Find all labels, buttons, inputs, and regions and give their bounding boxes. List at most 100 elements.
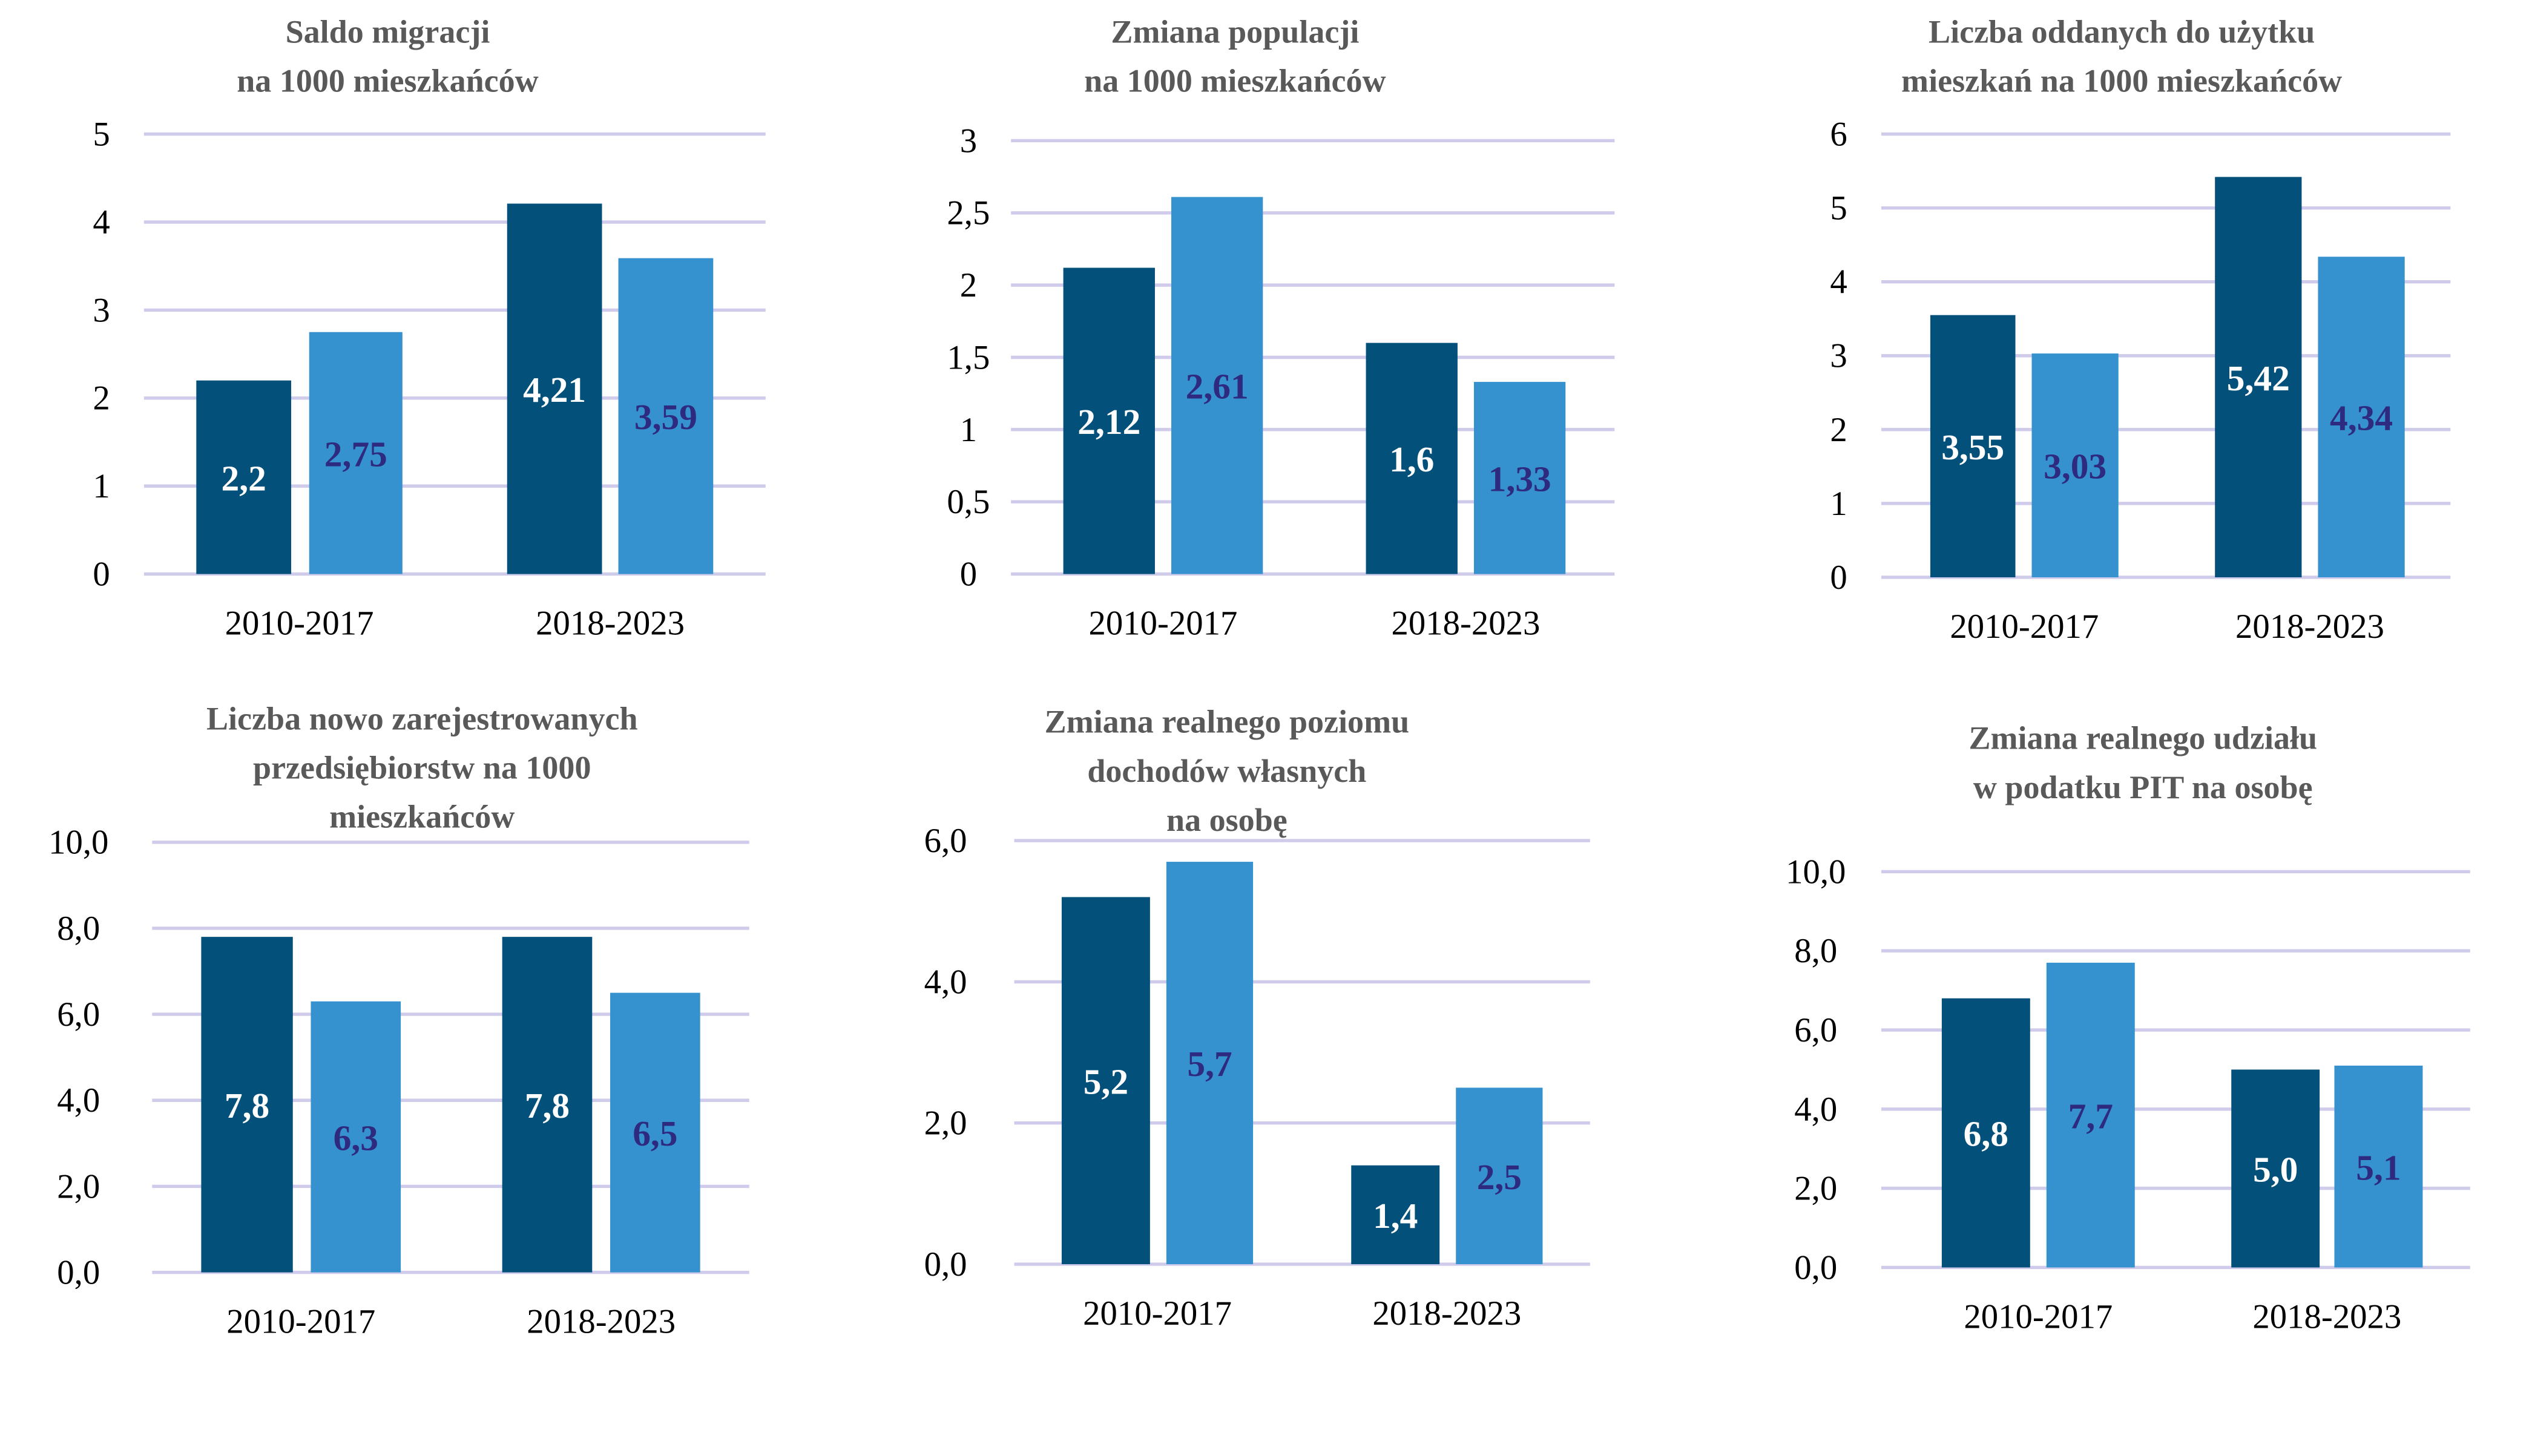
y-tick-label: 0 <box>960 555 977 593</box>
x-tick-label: 2018-2023 <box>1372 1294 1521 1333</box>
data-label: 2,61 <box>1186 367 1249 407</box>
data-label: 4,34 <box>2330 398 2393 438</box>
data-label: 3,55 <box>1941 427 2004 467</box>
y-tick-label: 1 <box>1830 485 1847 523</box>
chart-title: Zmiana realnego udziału w podatku PIT na… <box>1968 721 2318 807</box>
y-tick-label: 2 <box>93 379 110 418</box>
bar <box>507 203 602 574</box>
bar <box>2334 1065 2423 1268</box>
bar <box>610 992 700 1273</box>
y-tick-label: 5 <box>1830 189 1847 228</box>
bar <box>311 1001 401 1273</box>
x-tick-label: 2018-2023 <box>1391 605 1540 643</box>
x-tick-label: 2010-2017 <box>1083 1294 1232 1333</box>
y-tick-label: 2 <box>1830 411 1847 449</box>
data-label: 5,1 <box>2356 1147 2401 1187</box>
data-label: 7,8 <box>225 1086 269 1126</box>
y-tick-label: 10,0 <box>1786 853 1846 891</box>
data-label: 5,7 <box>1187 1044 1232 1084</box>
chart-title: Liczba nowo zarejestrowanych przedsiębio… <box>206 701 638 836</box>
bar <box>1351 1165 1440 1265</box>
data-label: 1,33 <box>1488 459 1551 499</box>
x-tick-label: 2010-2017 <box>1089 605 1238 643</box>
bar <box>2031 353 2119 577</box>
y-tick-label: 0 <box>1830 559 1847 597</box>
data-label: 3,03 <box>2044 447 2106 487</box>
y-tick-label: 2 <box>960 266 977 304</box>
bar <box>1941 998 2030 1268</box>
chart-title: Zmiana realnego poziomu dochodów własnyc… <box>1044 704 1410 839</box>
y-tick-label: 10,0 <box>48 824 108 862</box>
y-tick-label: 6,0 <box>1794 1011 1837 1049</box>
y-tick-label: 0,0 <box>57 1253 100 1291</box>
y-tick-label: 2,5 <box>947 194 990 232</box>
bar <box>1166 862 1254 1265</box>
bar <box>1366 343 1458 574</box>
y-tick-label: 0,5 <box>947 483 990 521</box>
y-tick-label: 0,0 <box>1794 1248 1837 1287</box>
y-tick-label: 4,0 <box>57 1081 100 1120</box>
data-label: 6,5 <box>633 1113 677 1153</box>
bar <box>618 258 714 574</box>
x-tick-label: 2010-2017 <box>225 605 374 643</box>
bar <box>309 332 403 574</box>
data-label: 5,2 <box>1084 1061 1128 1101</box>
y-tick-label: 8,0 <box>57 910 100 948</box>
bar <box>2318 257 2405 577</box>
y-tick-label: 2,0 <box>924 1104 967 1143</box>
x-tick-label: 2010-2017 <box>1950 608 2099 646</box>
data-label: 2,2 <box>222 458 266 498</box>
y-tick-label: 6,0 <box>924 822 967 860</box>
bar <box>2231 1069 2320 1268</box>
data-label: 1,4 <box>1373 1196 1418 1236</box>
y-tick-label: 4,0 <box>1794 1090 1837 1129</box>
y-tick-label: 1 <box>93 467 110 505</box>
bar <box>2215 177 2302 577</box>
x-tick-label: 2010-2017 <box>1964 1297 2113 1336</box>
data-label: 2,75 <box>324 434 387 474</box>
y-tick-label: 4 <box>1830 263 1847 301</box>
y-tick-label: 6 <box>1830 116 1847 154</box>
y-tick-label: 1 <box>960 411 977 449</box>
bar <box>502 937 593 1273</box>
bar <box>1930 315 2016 577</box>
bar <box>1473 382 1566 574</box>
y-tick-label: 5 <box>93 116 110 154</box>
chart-title: Liczba oddanych do użytku mieszkań na 10… <box>1901 15 2343 100</box>
data-label: 6,8 <box>1964 1114 2008 1154</box>
data-label: 4,21 <box>523 370 586 410</box>
y-tick-label: 3 <box>1830 337 1847 375</box>
data-label: 5,42 <box>2227 358 2290 398</box>
bar <box>1456 1087 1543 1265</box>
x-tick-label: 2018-2023 <box>536 605 685 643</box>
data-label: 7,8 <box>525 1086 570 1126</box>
bar <box>1061 897 1150 1265</box>
y-tick-label: 3 <box>960 122 977 160</box>
data-label: 6,3 <box>334 1118 378 1158</box>
y-tick-label: 1,5 <box>947 338 990 376</box>
data-label: 1,6 <box>1389 439 1434 479</box>
y-tick-label: 0,0 <box>924 1245 967 1284</box>
bar <box>1063 267 1155 574</box>
x-tick-label: 2018-2023 <box>2235 608 2384 646</box>
y-tick-label: 0 <box>93 555 110 593</box>
data-label: 5,0 <box>2253 1150 2298 1190</box>
bar <box>201 937 293 1273</box>
bar <box>2046 962 2135 1268</box>
y-tick-label: 2,0 <box>1794 1170 1837 1208</box>
x-tick-label: 2018-2023 <box>2252 1297 2401 1336</box>
y-tick-label: 6,0 <box>57 995 100 1034</box>
x-tick-label: 2018-2023 <box>527 1303 676 1341</box>
y-tick-label: 4,0 <box>924 963 967 1001</box>
y-tick-label: 8,0 <box>1794 932 1837 970</box>
bar <box>196 380 292 574</box>
y-tick-label: 4 <box>93 203 110 241</box>
y-tick-label: 3 <box>93 291 110 329</box>
data-label: 2,5 <box>1477 1157 1522 1197</box>
